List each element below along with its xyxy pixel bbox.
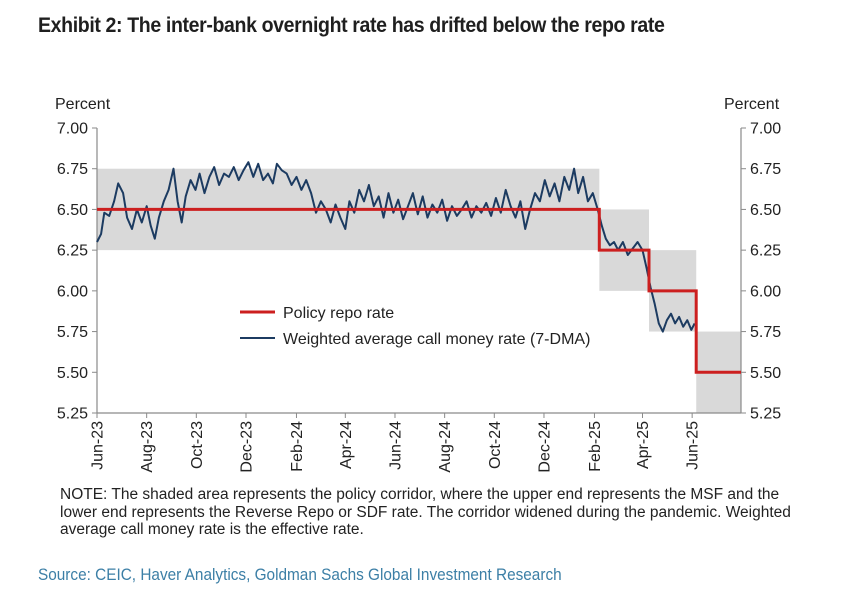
chart-axes: 7.00 7.00 6.75 6.75 6.50 6.50 6.25 6.25 6.00 6.00… xyxy=(57,121,781,473)
chart-title: Exhibit 2: The inter-bank overnight rate… xyxy=(38,14,665,37)
series-line-call-money-rate xyxy=(96,161,696,333)
y-tick-label-right: 7.00 xyxy=(750,121,781,138)
legend-label-repo: Policy repo rate xyxy=(283,305,394,322)
y-tick-label-left: 6.75 xyxy=(57,161,88,178)
y-tick-label-left: 6.00 xyxy=(57,283,88,300)
x-tick-label: Aug-24 xyxy=(437,421,454,473)
y-tick-label-left: 7.00 xyxy=(57,121,88,138)
chart-legend: Policy repo rate Weighted average call m… xyxy=(240,305,590,348)
y-tick-label-left: 6.25 xyxy=(57,243,88,260)
y-tick-label-left: 6.50 xyxy=(57,202,88,219)
x-tick-label: Dec-23 xyxy=(238,421,255,473)
y-tick-label-right: 6.00 xyxy=(750,283,781,300)
series-line-policy-repo-rate xyxy=(97,207,741,374)
chart-source: Source: CEIC, Haver Analytics, Goldman S… xyxy=(38,566,562,584)
x-tick-label: Jun-25 xyxy=(685,421,702,470)
x-tick-label: Oct-23 xyxy=(189,421,206,469)
y-axis-label-left: Percent xyxy=(55,96,111,113)
y-tick-label-left: 5.75 xyxy=(57,324,88,341)
chart-note: NOTE: The shaded area represents the pol… xyxy=(60,486,791,538)
chart-series xyxy=(96,161,741,374)
y-tick-label-right: 5.25 xyxy=(750,406,781,423)
y-tick-label-right: 5.75 xyxy=(750,324,781,341)
x-tick-label: Feb-25 xyxy=(587,421,604,472)
x-tick-label: Jun-24 xyxy=(387,421,404,470)
y-tick-label-right: 6.75 xyxy=(750,161,781,178)
x-tick-label: Dec-24 xyxy=(536,421,553,473)
x-tick-label: Apr-25 xyxy=(635,421,652,469)
y-tick-label-left: 5.25 xyxy=(57,406,88,423)
legend-label-call-rate: Weighted average call money rate (7-DMA) xyxy=(283,331,590,348)
y-tick-label-right: 5.50 xyxy=(750,365,781,382)
policy-corridor xyxy=(97,168,741,413)
y-tick-label-right: 6.50 xyxy=(750,202,781,219)
y-axis-label-right: Percent xyxy=(724,96,780,113)
x-tick-label: Apr-24 xyxy=(338,421,355,469)
x-tick-label: Aug-23 xyxy=(139,421,156,473)
y-tick-label-left: 5.50 xyxy=(57,365,88,382)
x-tick-label: Feb-24 xyxy=(289,421,306,472)
x-tick-label: Jun-23 xyxy=(90,421,107,470)
y-tick-label-right: 6.25 xyxy=(750,243,781,260)
x-tick-label: Oct-24 xyxy=(487,421,504,469)
